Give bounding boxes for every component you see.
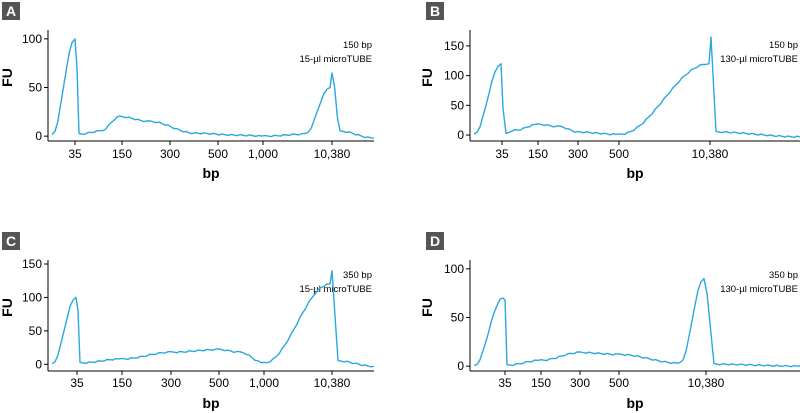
x-tick-label: 500 [609, 376, 629, 390]
annotation-line: 350 bp [343, 270, 372, 281]
x-tick-label: 10,380 [314, 147, 351, 161]
x-tick-label: 300 [160, 147, 180, 161]
y-tick-label: 100 [444, 69, 464, 83]
annotation-line: 15-µl microTUBE [299, 284, 372, 295]
panel-label: B [430, 3, 440, 19]
panel-label-badge [2, 2, 20, 20]
chart-panel-b: B 0 50 100 150 35 150 300 500 10,380 bp FU 150 bp 130… [419, 2, 800, 181]
annotation-line: 150 bp [769, 40, 798, 51]
x-axis-title: bp [626, 165, 643, 181]
x-tick-label: 150 [531, 376, 551, 390]
x-tick-label: 1,000 [249, 376, 279, 390]
y-axis-title: FU [0, 68, 15, 87]
annotation-line: 15-µl microTUBE [299, 54, 372, 65]
y-axis-title: FU [419, 68, 435, 87]
x-tick-label: 10,380 [688, 376, 725, 390]
x-tick-label: 35 [498, 376, 512, 390]
x-tick-label: 35 [495, 147, 509, 161]
panel-label-badge [426, 232, 444, 250]
annotation-line: 150 bp [343, 40, 372, 51]
series-trace [473, 36, 800, 139]
panel-label: A [6, 3, 16, 19]
y-tick-label: 0 [457, 128, 464, 142]
chart-panel-c: C 0 50 100 150 35 150 300 500 1,000 10,380 bp FU 350 … [0, 232, 375, 411]
y-tick-label: 50 [451, 98, 465, 112]
y-tick-label: 0 [35, 129, 42, 143]
x-tick-label: 1,000 [248, 147, 278, 161]
x-tick-label: 300 [161, 376, 181, 390]
x-axis-title: bp [202, 165, 219, 181]
series-trace [51, 38, 375, 139]
y-axis-title: FU [419, 298, 435, 317]
chart-panel-d: D 0 50 100 35 150 300 500 10,380 bp FU 350 bp 130-µl… [419, 232, 800, 411]
y-tick-label: 100 [22, 32, 42, 46]
x-tick-label: 35 [68, 147, 82, 161]
y-tick-label: 50 [29, 81, 43, 95]
x-tick-label: 150 [112, 376, 132, 390]
y-tick-label: 100 [22, 290, 42, 304]
panel-label-badge [426, 2, 444, 20]
y-tick-label: 150 [22, 257, 42, 271]
x-tick-label: 300 [570, 376, 590, 390]
y-tick-label: 0 [457, 359, 464, 373]
panel-label-badge [2, 232, 20, 250]
annotation-line: 130-µl microTUBE [720, 54, 798, 65]
x-tick-label: 500 [209, 376, 229, 390]
chart-panel-a: A 0 50 100 35 150 300 500 1,000 10,380 bp FU 150 bp 1… [0, 2, 375, 181]
y-tick-label: 50 [451, 311, 465, 325]
panel-label: D [430, 233, 440, 249]
x-tick-label: 300 [568, 147, 588, 161]
x-tick-label: 500 [208, 147, 228, 161]
panel-label: C [6, 233, 16, 249]
series-trace [473, 277, 800, 368]
x-tick-label: 35 [70, 376, 84, 390]
x-tick-label: 10,380 [314, 376, 351, 390]
y-tick-label: 0 [35, 357, 42, 371]
annotation-line: 130-µl microTUBE [720, 284, 798, 295]
x-axis-title: bp [626, 395, 643, 411]
x-tick-label: 150 [528, 147, 548, 161]
x-tick-label: 10,380 [692, 147, 729, 161]
y-axis-title: FU [0, 298, 15, 317]
y-tick-label: 100 [444, 262, 464, 276]
annotation-line: 350 bp [769, 270, 798, 281]
y-tick-label: 50 [29, 324, 43, 338]
x-axis-title: bp [202, 395, 219, 411]
x-tick-label: 500 [609, 147, 629, 161]
x-tick-label: 150 [112, 147, 132, 161]
series-trace [51, 270, 375, 368]
y-tick-label: 150 [444, 39, 464, 53]
